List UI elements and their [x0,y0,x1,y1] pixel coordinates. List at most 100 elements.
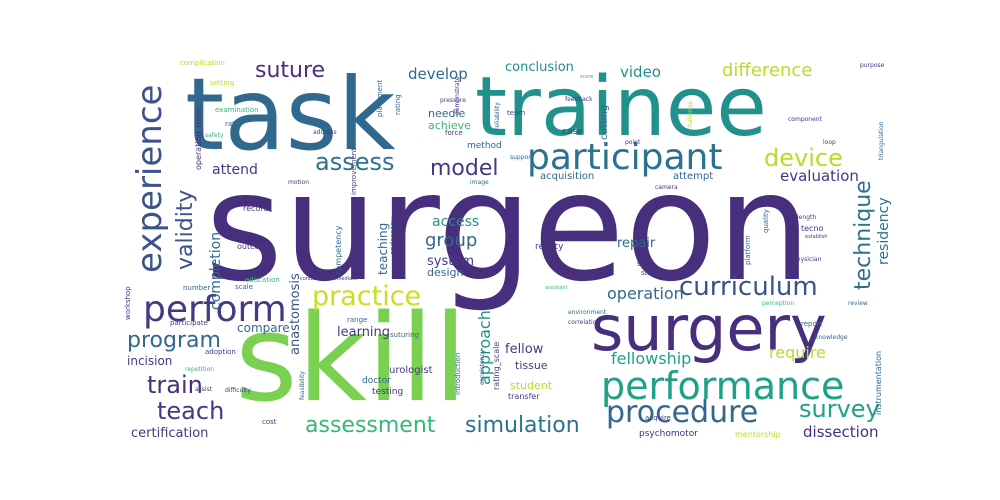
word-perform: perform [143,289,287,330]
word-practice: practice [312,281,422,312]
word-outcome: outcome [237,242,273,251]
word-stitch: stitch [641,269,661,277]
word-number: number [183,284,211,292]
word-motion: motion [288,179,310,186]
word-score: score [580,74,594,80]
word-address: address [313,129,337,136]
word-competency: competency [334,225,343,275]
word-instrumentation: instrumentation [874,350,883,415]
word-introduction: introduction [454,352,462,395]
word-image: image [470,179,489,186]
word-report: report [801,320,823,328]
word-physician: physician [793,256,822,263]
word-program: program [127,328,221,353]
word-method: method [467,141,502,151]
word-assess: assess [315,148,395,176]
word-rating_scale: rating_scale [492,341,501,390]
word-complication: complication [180,59,225,67]
word-access: access [432,214,480,230]
word-skill: skill [235,290,468,429]
word-loop: loop [823,139,836,146]
word-repair: repair [617,236,656,251]
word-completion: completion [208,231,224,310]
word-simulation: simulation [465,413,580,438]
word-require: require [769,343,826,362]
word-tecno: tecno [801,224,824,233]
word-device: device [764,144,843,172]
word-survey: survey [799,395,880,423]
word-design: design [427,266,464,279]
word-validity: validity [173,189,198,270]
word-fellowship: fellowship [611,349,692,368]
word-incision: incision [127,354,173,368]
word-anastomosis: anastomosis [288,273,303,355]
word-technique: technique [851,180,876,290]
word-surgeon: surgeon [205,141,812,315]
word-case: case [562,127,583,137]
word-participant: participant [527,137,723,178]
word-workshop: workshop [124,286,132,320]
word-challenge: challenge [687,100,694,130]
word-assessment: assessment [305,413,436,438]
word-improvement: improvement [350,148,358,195]
word-demonstrate: demonstrate [454,76,461,115]
word-cloud: surgeon skill task trainee surgery perfo… [124,55,895,445]
word-cutting: cutting [599,104,610,140]
word-operating_room: operating_room [194,106,203,170]
word-attempt: attempt [673,171,714,182]
word-difference: difference [722,60,813,81]
word-mentorship: mentorship [735,430,781,439]
word-camera: camera [655,184,678,191]
word-perception: perception [762,300,795,307]
word-range: range [347,316,368,324]
word-suturing: suturing [390,331,419,339]
word-evaluation: evaluation [780,167,859,185]
word-fellow: fellow [505,342,544,357]
word-urologist: urologist [389,365,433,376]
word-train: train [147,371,203,399]
word-tissue: tissue [515,359,548,372]
word-setting: setting [210,79,235,87]
word-rating: rating [394,94,402,115]
word-consistency: consistency [479,349,486,385]
word-scale: scale [235,283,254,291]
word-force: force [445,129,463,137]
word-procedure: procedure [606,395,759,430]
word-knowledge: knowledge [815,334,848,341]
word-achieve: achieve [428,119,471,132]
word-experience: experience [130,84,170,273]
word-operation: operation [607,284,684,303]
word-acquire: acquire [645,414,671,422]
word-endoscopy: endoscopy [389,217,397,255]
word-education: education [245,276,280,284]
word-acquisition: acquisition [540,171,595,182]
word-feasibility: feasibility [299,371,306,400]
word-quality: quality [762,209,770,233]
word-reliability: reliability [494,102,501,130]
word-platform: platform [744,235,752,265]
word-conclusion: conclusion [505,60,574,75]
word-safety: safety [205,132,224,139]
word-team: team [507,109,526,117]
word-teaching: teaching [376,222,390,275]
word-establish: establish [805,234,828,240]
word-certification: certification [131,426,209,441]
word-transfer: transfer [508,392,540,401]
word-support: support [510,154,534,161]
word-compare: compare [237,321,290,335]
word-placement: placement [376,79,384,117]
word-repetition: repetition [185,366,215,373]
word-component: component [788,116,822,123]
word-feedback: feedback [565,96,593,103]
word-triangulation: triangulation [878,121,885,160]
word-dissection: dissection [803,423,879,441]
word-assist: assist [195,386,213,393]
word-rate: rate [225,120,240,128]
word-intermediate: intermediate [325,276,358,282]
word-attend: attend [212,162,258,178]
word-pressure: pressure [440,97,466,104]
word-environment: environment [568,309,607,316]
word-performance: performance [601,364,845,408]
word-system: system [427,254,474,269]
word-curriculum: curriculum [679,272,818,302]
